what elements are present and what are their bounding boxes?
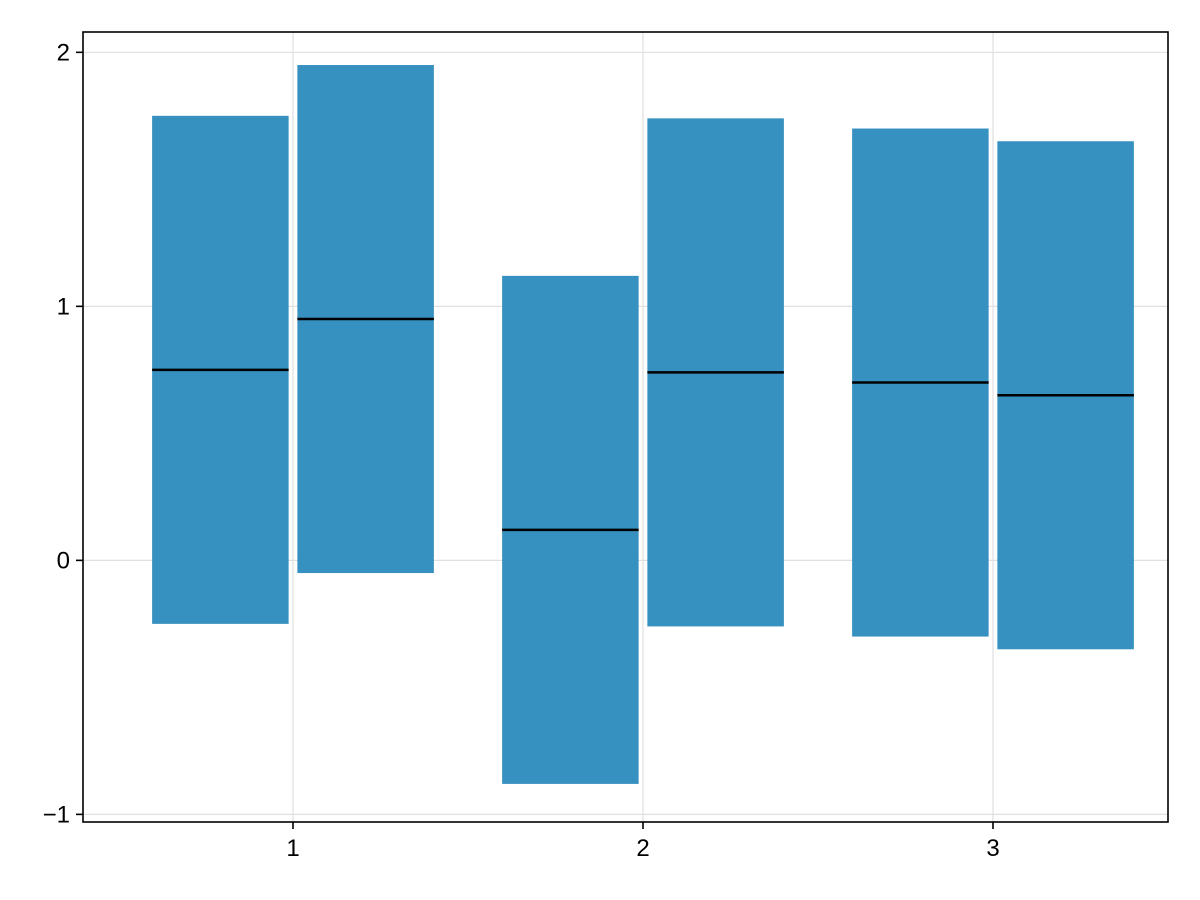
axis-ticks: 1 2 3 −1 0 1 2 [43, 39, 1000, 862]
y-tick-label: 1 [57, 293, 70, 320]
crossbar-1-2 [297, 65, 434, 574]
y-tick-label: 2 [57, 39, 70, 66]
crossbar-boxes [152, 65, 1134, 784]
x-tick-label: 2 [636, 835, 649, 862]
crossbar-2-2 [647, 118, 784, 627]
x-tick-label: 1 [286, 835, 299, 862]
crossbar-3-2 [997, 141, 1134, 650]
crossbar-1-1 [152, 115, 289, 624]
x-tick-label: 3 [986, 835, 999, 862]
crossbar-3-1 [852, 128, 989, 637]
y-tick-label: −1 [43, 801, 70, 828]
crossbar-2-1 [502, 275, 639, 784]
plot-frame [82, 31, 1169, 823]
y-tick-label: 0 [57, 547, 70, 574]
